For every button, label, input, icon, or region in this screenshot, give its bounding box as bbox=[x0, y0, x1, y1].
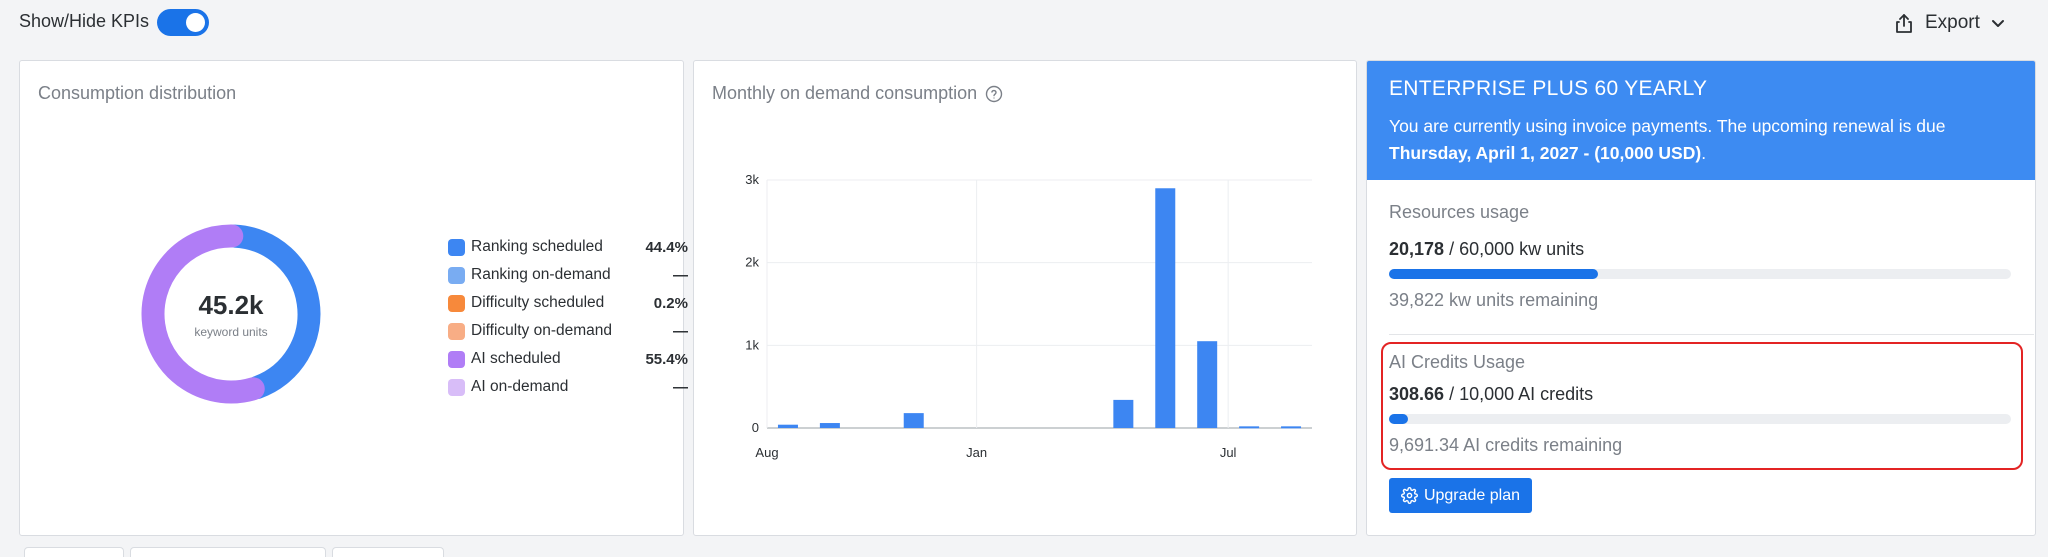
legend-item-ai-scheduled[interactable]: AI scheduled 55.4% bbox=[448, 345, 688, 373]
y-tick-label: 1k bbox=[745, 337, 759, 352]
resources-progress-bar bbox=[1389, 269, 2011, 279]
share-icon bbox=[1893, 12, 1915, 34]
donut-chart: 45.2k keyword units bbox=[140, 223, 322, 405]
bar-chart: 0 1k 2k 3k Aug Jan Jul bbox=[745, 172, 1312, 460]
x-tick-label: Aug bbox=[755, 445, 778, 460]
monthly-title: Monthly on demand consumption bbox=[712, 83, 1003, 104]
bar[interactable] bbox=[903, 413, 924, 428]
legend-swatch bbox=[448, 294, 465, 312]
legend-item-difficulty-scheduled[interactable]: Difficulty scheduled 0.2% bbox=[448, 289, 688, 317]
legend-value: — bbox=[673, 322, 688, 340]
resources-usage-title: Resources usage bbox=[1389, 202, 1530, 222]
legend-swatch bbox=[448, 350, 465, 368]
ai-credits-remaining: 9,691.34 AI credits remaining bbox=[1389, 435, 1623, 455]
x-tick-label: Jan bbox=[966, 445, 987, 460]
bottom-tab[interactable] bbox=[24, 547, 124, 557]
resources-remaining: 39,822 kw units remaining bbox=[1389, 290, 1599, 310]
donut-segment-ranking-scheduled[interactable] bbox=[223, 224, 321, 399]
export-button[interactable]: Export bbox=[1893, 8, 2033, 38]
resources-total: / 60,000 kw units bbox=[1449, 239, 1585, 259]
bottom-tab[interactable] bbox=[130, 547, 326, 557]
top-bar: Show/Hide KPIs Export bbox=[0, 0, 2048, 46]
question-circle-icon[interactable] bbox=[985, 85, 1003, 103]
plan-name: ENTERPRISE PLUS 60 YEARLY bbox=[1389, 77, 1708, 100]
gear-icon bbox=[1401, 487, 1418, 504]
legend-item-ranking-scheduled[interactable]: Ranking scheduled 44.4% bbox=[448, 233, 688, 261]
bar[interactable] bbox=[1239, 426, 1260, 429]
legend-label: AI scheduled bbox=[471, 350, 561, 367]
monthly-title-text: Monthly on demand consumption bbox=[712, 83, 978, 103]
kpi-toggle-switch[interactable] bbox=[157, 9, 209, 36]
kpi-toggle-label: Show/Hide KPIs bbox=[19, 11, 150, 31]
consumption-distribution-card: Consumption distribution 45.2k keyword u… bbox=[19, 60, 688, 536]
ai-credits-progress-fill bbox=[1389, 414, 1409, 424]
ai-credits-highlight bbox=[1381, 342, 2023, 470]
bar[interactable] bbox=[777, 424, 798, 428]
y-tick-label: 2k bbox=[745, 255, 759, 270]
ai-credits-used: 308.66 bbox=[1389, 384, 1445, 404]
upgrade-plan-label: Upgrade plan bbox=[1423, 486, 1521, 504]
legend-label: Difficulty scheduled bbox=[471, 294, 605, 311]
bar[interactable] bbox=[1281, 426, 1302, 429]
legend-label: AI on-demand bbox=[471, 378, 569, 395]
consumption-legend: Ranking scheduled 44.4% Ranking on-deman… bbox=[448, 233, 688, 401]
resources-used: 20,178 bbox=[1389, 239, 1445, 259]
resources-progress-fill bbox=[1389, 269, 1598, 279]
legend-label: Difficulty on-demand bbox=[471, 322, 613, 339]
legend-label: Ranking scheduled bbox=[471, 238, 603, 255]
ai-credits-line: 308.66 / 10,000 AI credits bbox=[1389, 384, 1593, 405]
legend-label: Ranking on-demand bbox=[471, 266, 611, 283]
legend-value: 44.4% bbox=[645, 238, 688, 256]
plan-desc-suffix: . bbox=[1701, 143, 1707, 163]
consumption-title: Consumption distribution bbox=[38, 83, 237, 103]
donut-segment-ai-scheduled[interactable] bbox=[141, 224, 265, 404]
y-tick-label: 0 bbox=[752, 420, 759, 435]
donut-total-label: keyword units bbox=[194, 324, 268, 339]
legend-swatch bbox=[448, 322, 465, 340]
legend-value: 55.4% bbox=[645, 350, 688, 368]
legend-value: 0.2% bbox=[653, 294, 688, 312]
monthly-consumption-card: Monthly on demand consumption 0 1k 2k 3k Aug… bbox=[693, 60, 1357, 536]
donut-total-value: 45.2k bbox=[198, 289, 264, 320]
plan-header: ENTERPRISE PLUS 60 YEARLY You are curren… bbox=[1367, 61, 2035, 180]
ai-credits-progress-bar bbox=[1389, 414, 2011, 424]
bar[interactable] bbox=[1155, 188, 1176, 428]
toggle-knob bbox=[186, 13, 205, 32]
legend-item-ai-on-demand[interactable]: AI on-demand — bbox=[448, 373, 688, 401]
resources-usage-line: 20,178 / 60,000 kw units bbox=[1389, 239, 1584, 260]
bottom-tab[interactable] bbox=[332, 547, 444, 557]
x-tick-label: Jul bbox=[1220, 445, 1237, 460]
export-label: Export bbox=[1925, 12, 1980, 33]
plan-description: You are currently using invoice payments… bbox=[1389, 113, 2019, 167]
upgrade-plan-button[interactable]: Upgrade plan bbox=[1389, 478, 1532, 513]
y-tick-label: 3k bbox=[745, 172, 759, 187]
bar[interactable] bbox=[1113, 399, 1134, 428]
plan-card: ENTERPRISE PLUS 60 YEARLY You are curren… bbox=[1366, 60, 2036, 536]
donut-svg bbox=[141, 224, 321, 404]
donut-center: 45.2k keyword units bbox=[140, 223, 322, 405]
legend-swatch bbox=[448, 266, 465, 284]
ai-credits-total: / 10,000 AI credits bbox=[1449, 384, 1594, 404]
divider bbox=[1389, 334, 2034, 335]
legend-value: — bbox=[673, 378, 688, 396]
plan-renewal-date: Thursday, April 1, 2027 - (10,000 USD) bbox=[1389, 143, 1702, 163]
legend-swatch bbox=[448, 238, 465, 256]
plan-desc-text: You are currently using invoice payments… bbox=[1389, 116, 1946, 136]
legend-item-difficulty-on-demand[interactable]: Difficulty on-demand — bbox=[448, 317, 688, 345]
bar[interactable] bbox=[1197, 341, 1218, 428]
legend-value: — bbox=[673, 266, 688, 284]
legend-swatch bbox=[448, 378, 465, 396]
chevron-down-icon bbox=[1990, 15, 2006, 31]
ai-credits-title: AI Credits Usage bbox=[1389, 352, 1526, 372]
legend-item-ranking-on-demand[interactable]: Ranking on-demand — bbox=[448, 261, 688, 289]
bar[interactable] bbox=[819, 423, 840, 428]
